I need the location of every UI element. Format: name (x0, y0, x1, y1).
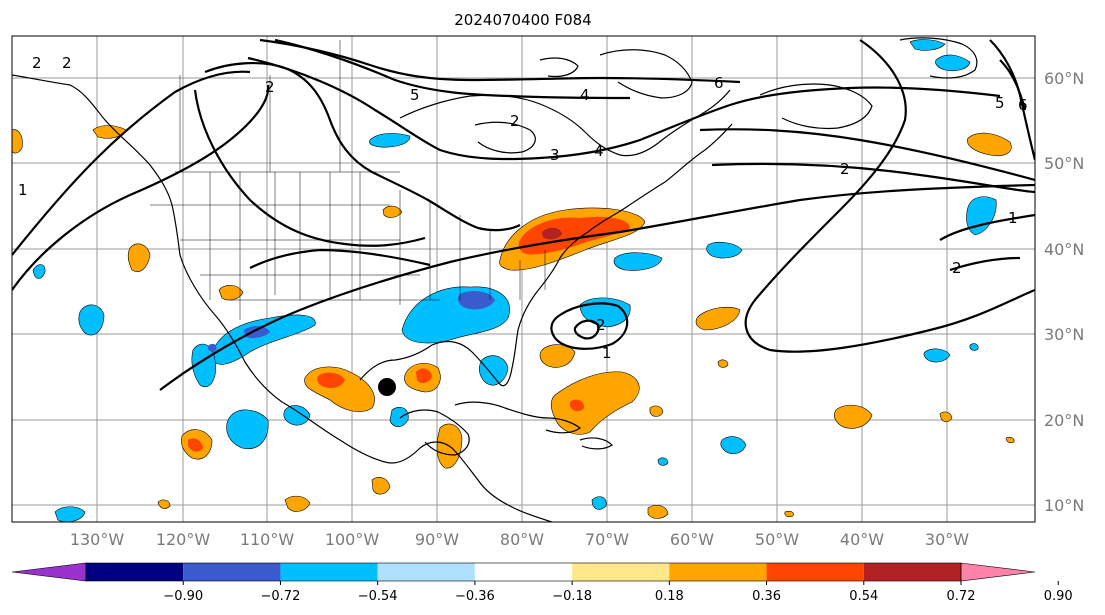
colorbar-segment (572, 563, 670, 581)
colorbar-label: 0.18 (655, 589, 684, 604)
lat-label: 30°N (1044, 325, 1084, 344)
colorbar-extend-low (11, 562, 87, 582)
contour-label: 2 (596, 316, 606, 334)
contour-lines (12, 38, 1035, 391)
lat-label: 20°N (1044, 411, 1084, 430)
lon-label: 120°W (156, 530, 211, 549)
colorbar-label: −0.54 (358, 589, 398, 604)
colorbar: −0.90 −0.72 −0.54 −0.36 −0.18 0.18 0.36 0.54 0.7… (11, 562, 1073, 604)
state-borders (150, 40, 546, 320)
contour-label: 1 (602, 344, 612, 362)
colorbar-label: 0.90 (1044, 589, 1073, 604)
storm-center-marker (378, 378, 396, 396)
colorbar-label: −0.72 (261, 589, 301, 604)
lon-label: 100°W (325, 530, 380, 549)
peak-positive-areas (542, 227, 562, 240)
colorbar-segment (863, 563, 961, 581)
contour-label: 2 (510, 112, 520, 130)
map-frame (11, 35, 1036, 523)
contour-label: 5 (995, 94, 1005, 112)
contour-label: 4 (594, 142, 604, 160)
colorbar-label: 0.36 (752, 589, 781, 604)
lon-label: 50°W (755, 530, 799, 549)
colorbar-label: −0.36 (455, 589, 495, 604)
map-panel (12, 36, 1035, 522)
lat-label: 40°N (1044, 240, 1084, 259)
colorbar-segment (669, 563, 767, 581)
colorbar-segment (766, 563, 864, 581)
colorbar-label: 0.54 (849, 589, 878, 604)
contour-label: 4 (580, 86, 590, 104)
contour-label: 2 (952, 259, 962, 277)
lon-label: 130°W (70, 530, 125, 549)
lon-label: 70°W (585, 530, 629, 549)
longitude-labels: 130°W 120°W 110°W 100°W 90°W 80°W 70°W 6… (70, 530, 969, 549)
lon-label: 90°W (415, 530, 459, 549)
lat-label: 60°N (1044, 69, 1084, 88)
lon-label: 30°W (925, 530, 969, 549)
contour-label: 2 (840, 160, 850, 178)
contour-label: 2 (62, 54, 72, 72)
lon-label: 80°W (500, 530, 544, 549)
strong-negative-areas (207, 291, 495, 352)
contour-label: 3 (550, 146, 560, 164)
colorbar-segment (280, 563, 378, 581)
contour-label: 1 (1008, 209, 1018, 227)
strong-positive-areas (188, 216, 630, 452)
contour-label: 1 (18, 181, 28, 199)
contour-label: 6 (1018, 96, 1028, 114)
colorbar-label: −0.18 (552, 589, 592, 604)
lon-label: 40°W (840, 530, 884, 549)
contour-label: 2 (265, 78, 275, 96)
lon-label: 60°W (670, 530, 714, 549)
contour-label: 5 (410, 86, 420, 104)
latitude-labels: 60°N 50°N 40°N 30°N 20°N 10°N (1044, 69, 1084, 515)
colorbar-segment (474, 563, 573, 581)
colorbar-label: −0.90 (163, 589, 203, 604)
map-title: 2024070400 F084 (454, 11, 591, 29)
contour-labels: 2 2 2 5 4 6 2 3 4 2 1 2 2 1 5 6 1 (18, 54, 1028, 362)
colorbar-segment (377, 563, 475, 581)
colorbar-frame (85, 562, 962, 582)
colorbar-segment (86, 563, 184, 581)
colorbar-label: 0.72 (947, 589, 976, 604)
contour-label: 2 (32, 54, 42, 72)
colorbar-extend-high (960, 562, 1036, 582)
lon-label: 110°W (240, 530, 295, 549)
lat-label: 50°N (1044, 154, 1084, 173)
contour-label: 6 (714, 74, 724, 92)
colorbar-segment (183, 563, 281, 581)
lat-label: 10°N (1044, 496, 1084, 515)
